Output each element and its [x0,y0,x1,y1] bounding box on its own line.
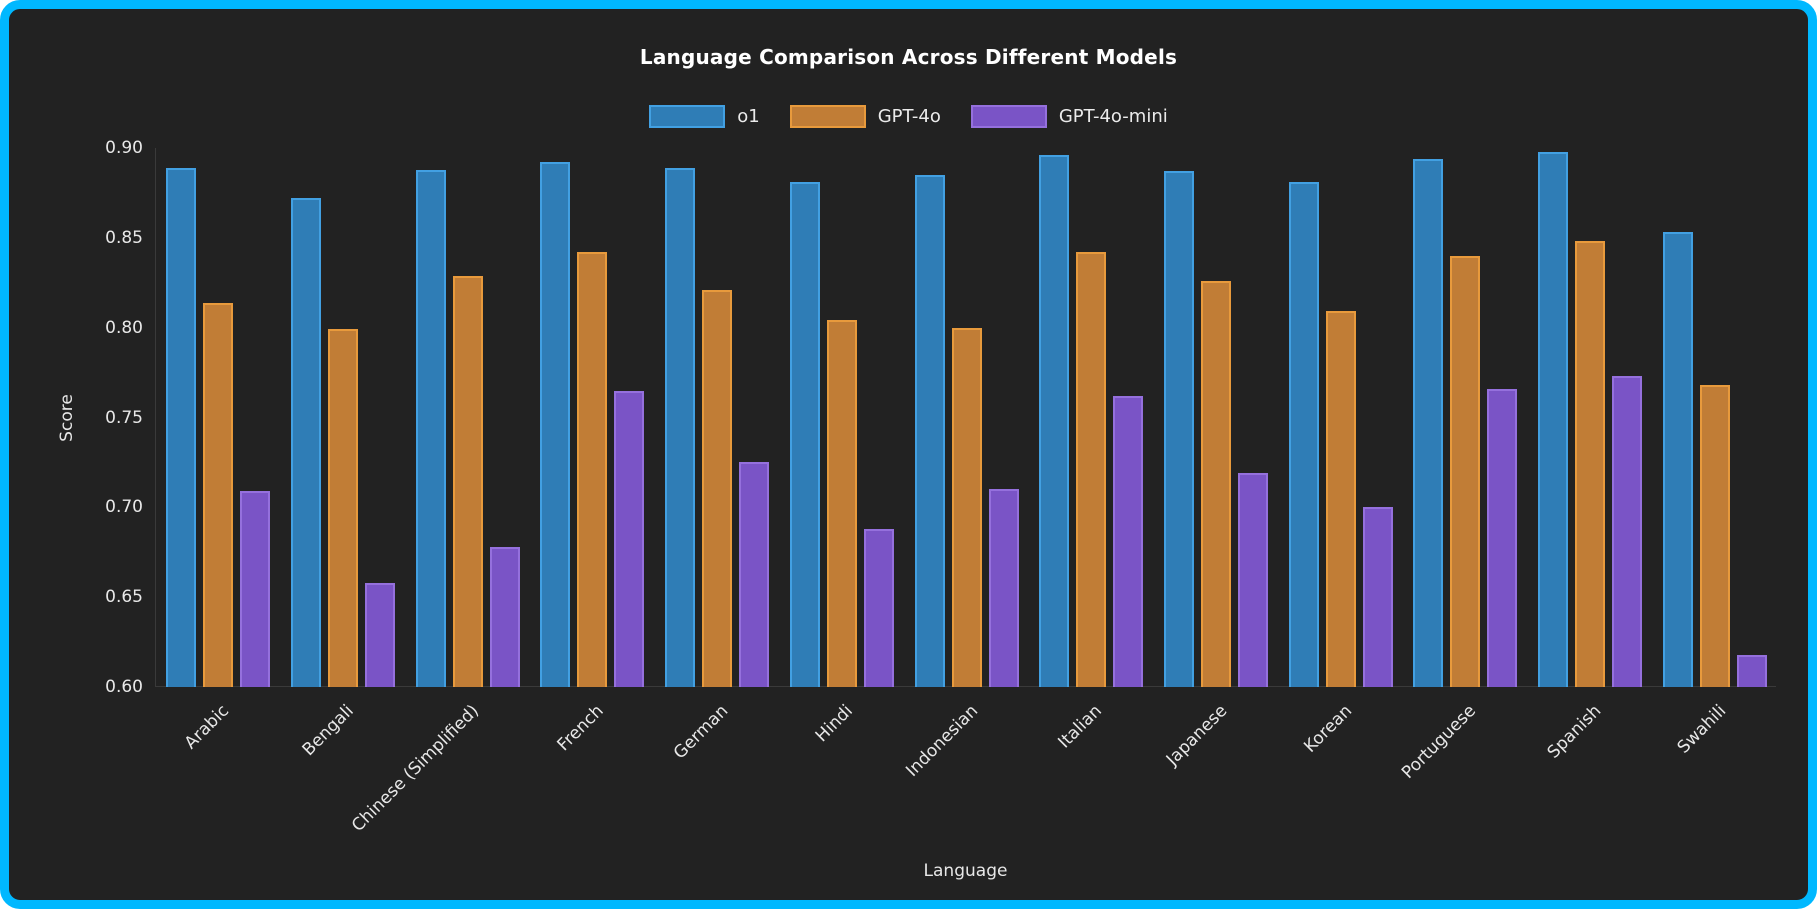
legend-item-gpt-4o-mini: GPT-4o-mini [970,105,1168,128]
bar-gpt-4o-french [577,252,608,687]
x-tick-label: Arabic [181,701,234,754]
x-tick-label: French [553,701,608,756]
y-tick-label: 0.85 [105,227,143,248]
y-tick-label: 0.90 [105,138,143,158]
bar-gpt-4o-hindi [826,320,857,687]
bar-o1-korean [1288,182,1319,687]
x-axis-label: Language [923,861,1008,881]
plot-area [155,148,1776,687]
bar-gpt-4o-mini-arabic [240,491,271,687]
bar-o1-swahili [1662,232,1693,687]
legend-label: GPT-4o [877,106,941,127]
bar-gpt-4o-mini-swahili [1736,654,1767,687]
bar-o1-arabic [166,167,197,687]
x-tick-label: Portuguese [1398,701,1481,783]
bar-gpt-4o-bengali [328,329,359,687]
bar-o1-spanish [1537,151,1568,687]
bar-o1-japanese [1163,171,1194,687]
bar-gpt-4o-japanese [1200,280,1231,687]
bar-gpt-4o-arabic [203,302,234,687]
chart-title: Language Comparison Across Different Mod… [639,45,1178,69]
bar-o1-german [665,167,696,687]
x-tick-label: Korean [1299,701,1356,757]
bar-o1-italian [1039,155,1070,687]
bar-gpt-4o-mini-german [739,462,770,687]
bar-gpt-4o-mini-italian [1113,395,1144,687]
x-tick-label: Italian [1054,701,1107,753]
x-tick-label: Bengali [299,701,359,761]
bar-o1-bengali [291,198,322,687]
y-tick-label: 0.70 [105,497,143,518]
legend-label: o1 [737,106,760,127]
x-tick-label: Japanese [1162,701,1232,770]
y-tick-label: 0.80 [105,317,143,338]
bar-gpt-4o-mini-hindi [863,528,894,687]
bar-o1-chinese-simplified- [415,169,446,687]
bar-o1-hindi [789,182,820,687]
bar-gpt-4o-spanish [1574,241,1605,687]
bar-gpt-4o-mini-indonesian [988,489,1019,687]
y-tick-label: 0.60 [105,677,143,697]
bar-gpt-4o-indonesian [951,327,982,687]
legend-swatch [970,105,1047,128]
bar-gpt-4o-mini-portuguese [1487,388,1518,687]
bar-o1-french [540,162,571,687]
legend-item-o1: o1 [649,105,760,128]
y-tick-label: 0.75 [105,407,143,428]
legend-item-gpt-4o: GPT-4o [789,105,941,128]
x-tick-label: Swahili [1673,701,1730,758]
bar-gpt-4o-korean [1325,311,1356,687]
legend-swatch [789,105,866,128]
x-tick-label: Chinese (Simplified) [347,701,483,836]
bar-o1-portuguese [1413,158,1444,687]
bar-gpt-4o-chinese-simplified- [452,275,483,687]
x-tick-label: Spanish [1543,701,1606,763]
bar-gpt-4o-portuguese [1450,255,1481,687]
bar-gpt-4o-swahili [1699,385,1730,687]
chart-canvas: Language Comparison Across Different Mod… [9,9,1808,900]
legend-swatch [649,105,726,128]
legend-label: GPT-4o-mini [1058,106,1168,127]
x-tick-label: Indonesian [901,701,982,781]
bar-gpt-4o-mini-korean [1362,507,1393,687]
bar-gpt-4o-mini-french [614,390,645,687]
bar-gpt-4o-mini-bengali [365,582,396,687]
x-tick-label: Hindi [811,701,857,747]
bar-gpt-4o-italian [1076,252,1107,687]
bar-o1-indonesian [914,174,945,687]
bar-gpt-4o-mini-japanese [1237,473,1268,687]
legend: o1 GPT-4o GPT-4o-mini [9,105,1808,128]
y-tick-label: 0.65 [105,587,143,608]
bar-gpt-4o-mini-spanish [1611,376,1642,687]
x-tick-label: German [669,701,733,764]
bar-gpt-4o-german [702,289,733,687]
bar-gpt-4o-mini-chinese-simplified- [489,546,520,687]
